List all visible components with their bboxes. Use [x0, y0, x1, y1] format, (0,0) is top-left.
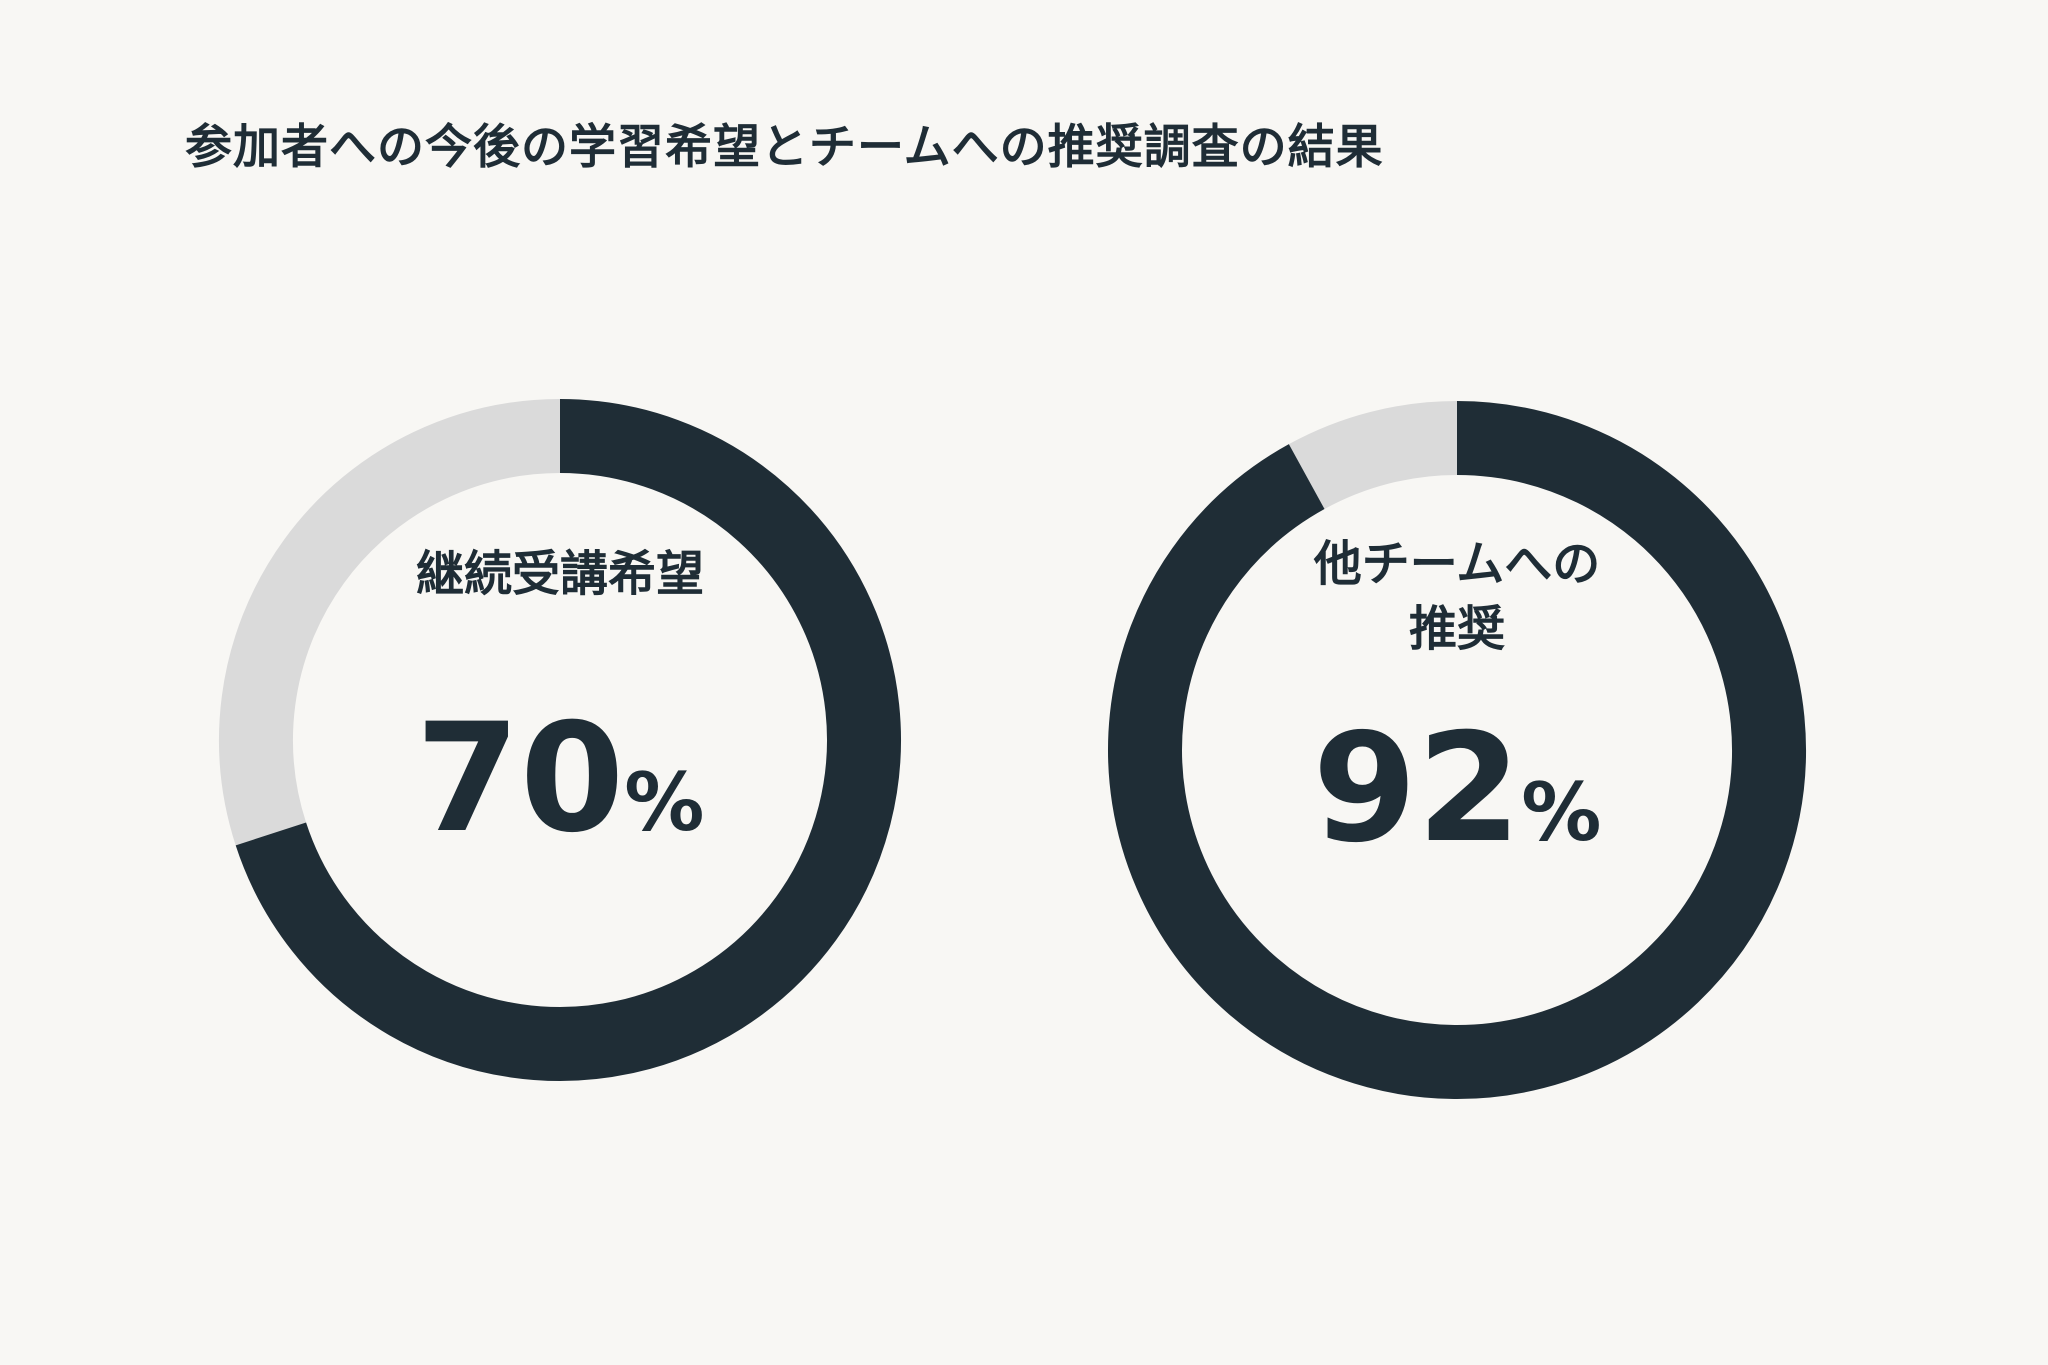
donut-value-number: 92 [1313, 702, 1522, 876]
donut-label-line: 他チームへの [1313, 536, 1601, 592]
donut-value-text: 70% [416, 692, 705, 866]
donut-remainder-slice [219, 399, 561, 846]
donut-label-line: 推奨 [1409, 601, 1505, 657]
donut-value-number: 70 [416, 692, 625, 866]
page-title: 参加者への今後の学習希望とチームへの推奨調査の結果 [185, 120, 1384, 175]
donut-chart-1: 継続受講希望 70% [219, 399, 901, 1081]
donut-label-line: 継続受講希望 [416, 546, 704, 602]
donut-value-slice [235, 399, 901, 1081]
donut-value-slice [1108, 401, 1806, 1099]
donut-remainder-slice [1288, 401, 1458, 510]
donut-value-unit: % [1521, 766, 1601, 859]
donut-value-unit: % [624, 756, 704, 849]
donut-value-text: 92% [1313, 702, 1602, 876]
